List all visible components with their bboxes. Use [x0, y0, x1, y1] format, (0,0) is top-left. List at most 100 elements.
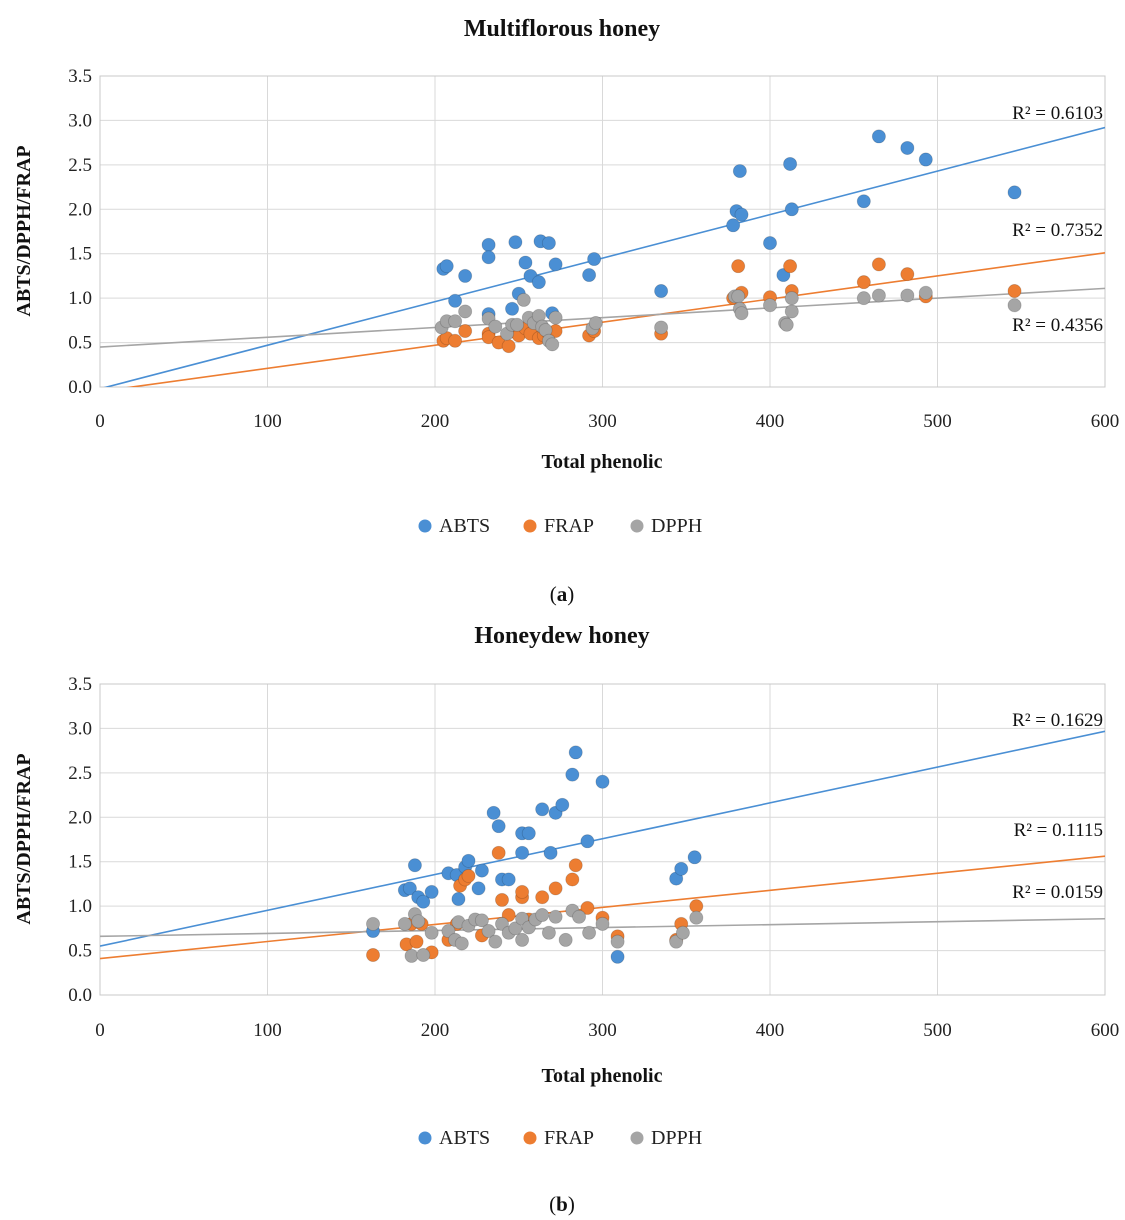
data-point-abts: [918, 152, 933, 167]
legend-marker-abts: [418, 519, 432, 533]
trendline-frap: [126, 252, 1105, 387]
data-point-dpph: [918, 285, 933, 300]
data-point-dpph: [779, 317, 794, 332]
data-point-frap: [366, 948, 381, 963]
x-tick-label: 600: [1091, 411, 1120, 432]
data-point-dpph: [488, 934, 503, 949]
y-tick-label: 2.5: [68, 155, 92, 176]
y-tick-label: 3.0: [68, 110, 92, 131]
y-tick-label: 2.5: [68, 763, 92, 784]
data-point-abts: [501, 872, 516, 887]
data-point-abts: [674, 861, 689, 876]
data-point-abts: [448, 293, 463, 308]
data-point-abts: [763, 236, 778, 251]
data-point-frap: [491, 845, 506, 860]
data-point-abts: [491, 819, 506, 834]
data-point-dpph: [424, 925, 439, 940]
data-point-abts: [481, 250, 496, 265]
data-point-abts: [610, 949, 625, 964]
data-point-abts: [1007, 185, 1022, 200]
legend-marker-frap: [523, 519, 537, 533]
data-point-frap: [856, 275, 871, 290]
data-point-abts: [541, 236, 556, 251]
data-point-abts: [687, 850, 702, 865]
y-tick-label: 0.0: [68, 377, 92, 398]
legend-marker-frap: [523, 1131, 537, 1145]
data-point-dpph: [731, 289, 746, 304]
x-tick-label: 500: [923, 1020, 952, 1041]
y-tick-label: 1.5: [68, 852, 92, 873]
data-point-abts: [439, 259, 454, 274]
legend-label-frap: FRAP: [544, 1127, 594, 1149]
panel-label: (b): [549, 1192, 575, 1216]
data-point-frap: [783, 259, 798, 274]
x-tick-label: 400: [756, 411, 785, 432]
data-point-dpph: [516, 292, 531, 307]
data-point-abts: [734, 207, 749, 222]
data-point-dpph: [488, 319, 503, 334]
panel-multiflorous: Multiflorous honey 0.0 0.5 1.0 1.5 2.0 2.5 3.0…: [13, 16, 1119, 606]
data-point-abts: [900, 140, 915, 155]
x-tick-label: 300: [588, 411, 617, 432]
y-tick-label: 2.0: [68, 807, 92, 828]
legend-label-frap: FRAP: [544, 515, 594, 537]
data-point-dpph: [548, 909, 563, 924]
data-point-abts: [531, 275, 546, 290]
data-point-abts: [505, 301, 520, 316]
data-point-abts: [580, 834, 595, 849]
r-squared-abts: R² = 0.1629: [1012, 710, 1103, 731]
data-point-dpph: [508, 921, 523, 936]
data-point-abts: [471, 881, 486, 896]
data-point-abts: [515, 845, 530, 860]
y-tick-label: 3.5: [68, 674, 92, 695]
x-tick-label: 600: [1091, 1020, 1120, 1041]
panel-honeydew: Honeydew honey 0.0 0.5 1.0 1.5 2.0 2.5 3.0 3.5 0…: [13, 623, 1119, 1216]
legend-label-abts: ABTS: [439, 1127, 490, 1149]
legend-label-abts: ABTS: [439, 515, 490, 537]
data-point-frap: [458, 324, 473, 339]
data-point-abts: [474, 863, 489, 878]
x-axis-label: Total phenolic: [542, 1065, 663, 1087]
y-tick-label: 3.5: [68, 66, 92, 87]
data-point-dpph: [784, 291, 799, 306]
data-point-abts: [481, 237, 496, 252]
r-squared-dpph: R² = 0.4356: [1012, 315, 1103, 336]
data-point-frap: [731, 259, 746, 274]
data-point-dpph: [784, 304, 799, 319]
data-point-dpph: [595, 916, 610, 931]
data-point-dpph: [458, 304, 473, 319]
data-point-abts: [595, 774, 610, 789]
trendline-abts: [100, 730, 1105, 947]
data-point-frap: [501, 339, 516, 354]
y-tick-label: 3.0: [68, 718, 92, 739]
data-point-abts: [555, 797, 570, 812]
x-tick-label: 0: [95, 411, 105, 432]
data-point-dpph: [856, 291, 871, 306]
data-point-abts: [871, 129, 886, 144]
legend-marker-dpph: [630, 1131, 644, 1145]
data-point-frap: [900, 267, 915, 282]
data-point-dpph: [481, 924, 496, 939]
data-point-dpph: [454, 936, 469, 951]
data-point-dpph: [448, 314, 463, 329]
y-tick-label: 0.0: [68, 985, 92, 1006]
data-point-abts: [783, 156, 798, 171]
data-point-frap: [565, 872, 580, 887]
data-point-dpph: [689, 910, 704, 925]
data-point-frap: [871, 257, 886, 272]
x-tick-label: 100: [253, 1020, 282, 1041]
data-point-abts: [508, 235, 523, 250]
data-point-abts: [461, 853, 476, 868]
data-point-abts: [451, 892, 466, 907]
data-point-dpph: [515, 932, 530, 947]
y-tick-label: 2.0: [68, 199, 92, 220]
chart-title: Multiflorous honey: [464, 16, 660, 42]
data-point-frap: [535, 890, 550, 905]
data-point-dpph: [558, 932, 573, 947]
y-tick-label: 1.0: [68, 896, 92, 917]
data-point-abts: [521, 826, 536, 841]
y-axis-label: ABTS/DPPH/FRAP: [13, 753, 35, 924]
data-point-frap: [568, 858, 583, 873]
data-point-abts: [582, 268, 597, 283]
